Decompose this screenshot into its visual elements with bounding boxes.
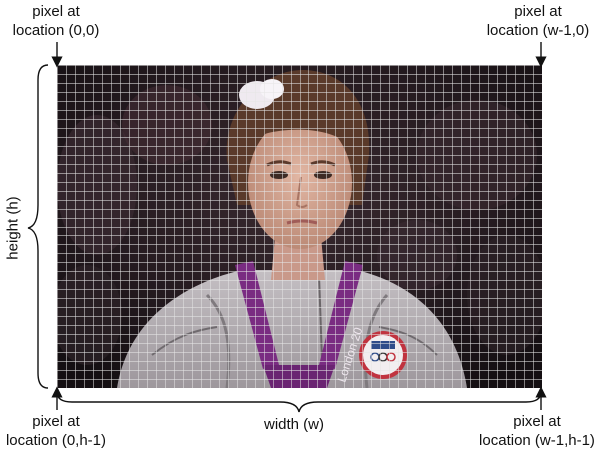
label-line: location (0,0) bbox=[12, 22, 100, 39]
label-line: pixel at bbox=[32, 3, 80, 20]
label-line: pixel at bbox=[513, 413, 561, 430]
label-line: location (w-1,h-1) bbox=[479, 432, 595, 449]
label-line: location (w-1,0) bbox=[486, 22, 590, 39]
top-right-pixel-label: pixel at location (w-1,0) bbox=[476, 2, 600, 40]
label-line: pixel at bbox=[514, 3, 562, 20]
photo-illustration: London 20 bbox=[57, 65, 542, 388]
label-line: pixel at bbox=[32, 413, 80, 430]
label-line: location (0,h-1) bbox=[5, 432, 107, 449]
height-dimension-label: height (h) bbox=[4, 196, 22, 260]
width-dimension-label: width (w) bbox=[264, 416, 325, 433]
height-brace bbox=[27, 64, 49, 389]
width-brace bbox=[56, 391, 542, 413]
pixel-grid-photo: London 20 bbox=[57, 65, 542, 388]
bottom-left-pixel-label: pixel at location (0,h-1) bbox=[0, 412, 112, 450]
top-left-pixel-label: pixel at location (0,0) bbox=[2, 2, 110, 40]
bottom-right-pixel-label: pixel at location (w-1,h-1) bbox=[474, 412, 600, 450]
